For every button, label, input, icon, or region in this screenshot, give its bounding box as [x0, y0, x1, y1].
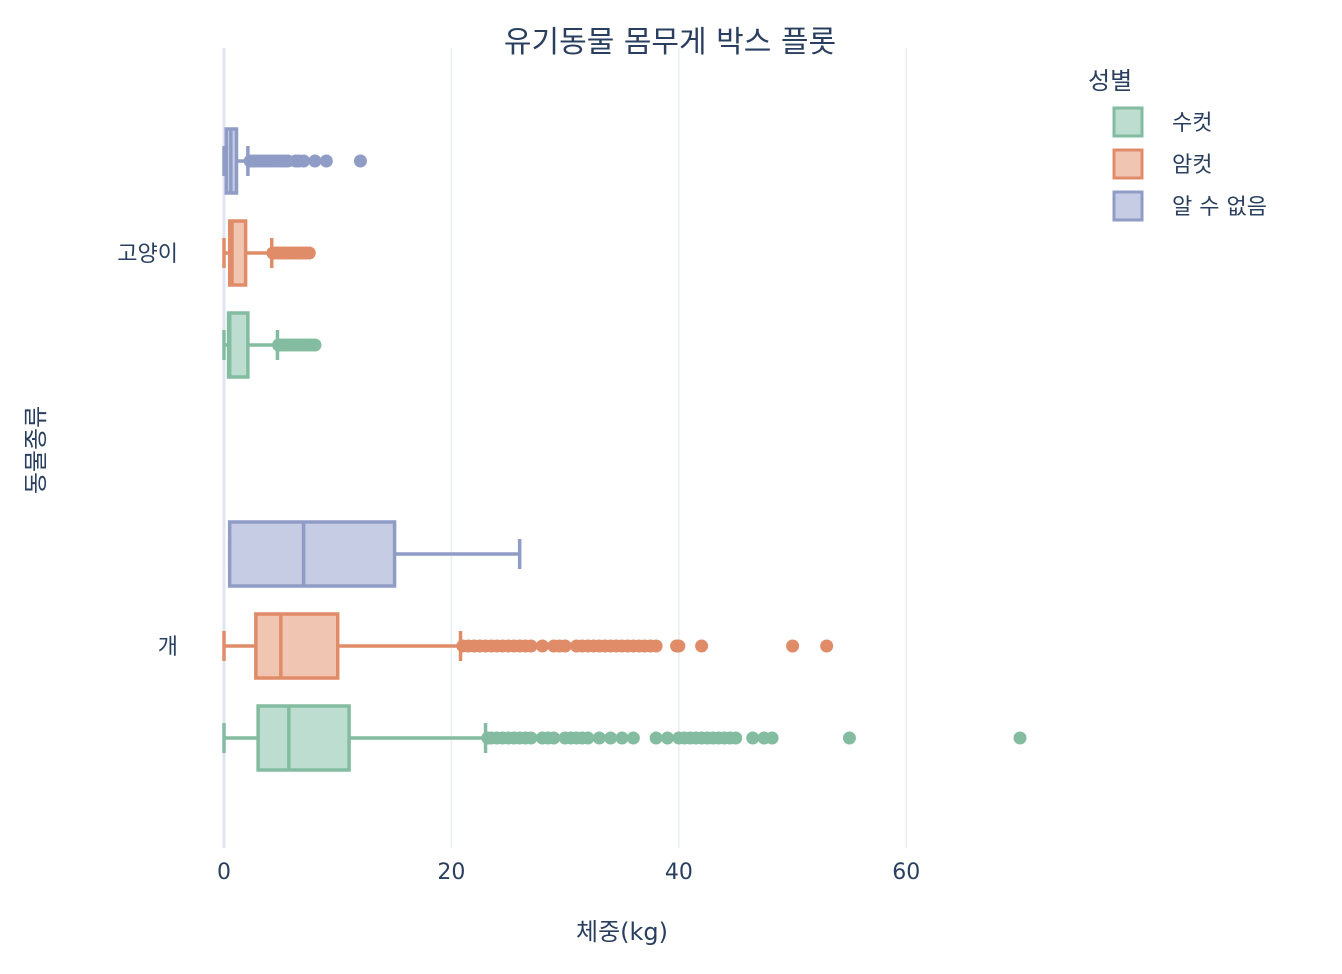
iqr-box [227, 520, 397, 588]
chart-title: 유기동물 몸무게 박스 플롯 [504, 25, 836, 60]
outlier-point [535, 639, 549, 653]
y-category-label: 개 [158, 635, 178, 660]
outlier-point [581, 731, 595, 745]
outlier-point [820, 639, 834, 653]
legend-item[interactable]: 암컷 [1112, 148, 1212, 180]
iqr-box [254, 612, 340, 680]
outlier-point [302, 246, 316, 260]
outlier-point [1013, 731, 1027, 745]
outlier-point [547, 731, 561, 745]
iqr-box [256, 704, 351, 772]
outlier-point [660, 731, 674, 745]
outlier-point [297, 154, 311, 168]
box-group [222, 311, 322, 379]
outlier-point [353, 154, 367, 168]
legend-swatch [1112, 148, 1144, 180]
x-axis-title: 체중(kg) [576, 918, 668, 946]
y-axis-title: 동물종류 [22, 406, 50, 494]
box-group [222, 704, 1027, 772]
legend-swatch [1112, 106, 1144, 138]
legend-label: 암컷 [1172, 153, 1212, 178]
x-tick-label: 20 [437, 860, 465, 885]
outlier-point [729, 731, 743, 745]
outlier-point [765, 731, 779, 745]
outlier-point [592, 731, 606, 745]
box-group [222, 219, 316, 287]
outlier-point [308, 338, 322, 352]
legend-label: 알 수 없음 [1172, 195, 1267, 220]
box-group [222, 612, 834, 680]
legend-title: 성별 [1088, 67, 1132, 95]
outlier-point [695, 639, 709, 653]
y-category-label: 고양이 [117, 242, 178, 267]
outlier-point [308, 154, 322, 168]
outlier-point [615, 731, 629, 745]
gridlines [222, 48, 908, 848]
x-tick-labels: 0 20 40 60 [217, 860, 920, 885]
outlier-point [626, 731, 640, 745]
legend-label: 수컷 [1172, 111, 1212, 136]
x-tick-label: 40 [665, 860, 693, 885]
outlier-point [786, 639, 800, 653]
outlier-point [746, 731, 760, 745]
box-group [227, 520, 522, 588]
iqr-box [226, 311, 250, 379]
outlier-point [649, 731, 663, 745]
x-tick-label: 60 [892, 860, 920, 885]
outlier-point [672, 639, 686, 653]
legend-swatch [1112, 190, 1144, 222]
outlier-point [649, 639, 663, 653]
outlier-point [842, 731, 856, 745]
x-tick-label: 0 [217, 860, 231, 885]
box-group [222, 127, 367, 195]
legend-item[interactable]: 수컷 [1112, 106, 1212, 138]
legend-item[interactable]: 알 수 없음 [1112, 190, 1267, 222]
outlier-point [558, 639, 572, 653]
outlier-point [319, 154, 333, 168]
outlier-point [604, 731, 618, 745]
box-plots [222, 127, 1027, 772]
outlier-point [524, 639, 538, 653]
outlier-point [524, 731, 538, 745]
